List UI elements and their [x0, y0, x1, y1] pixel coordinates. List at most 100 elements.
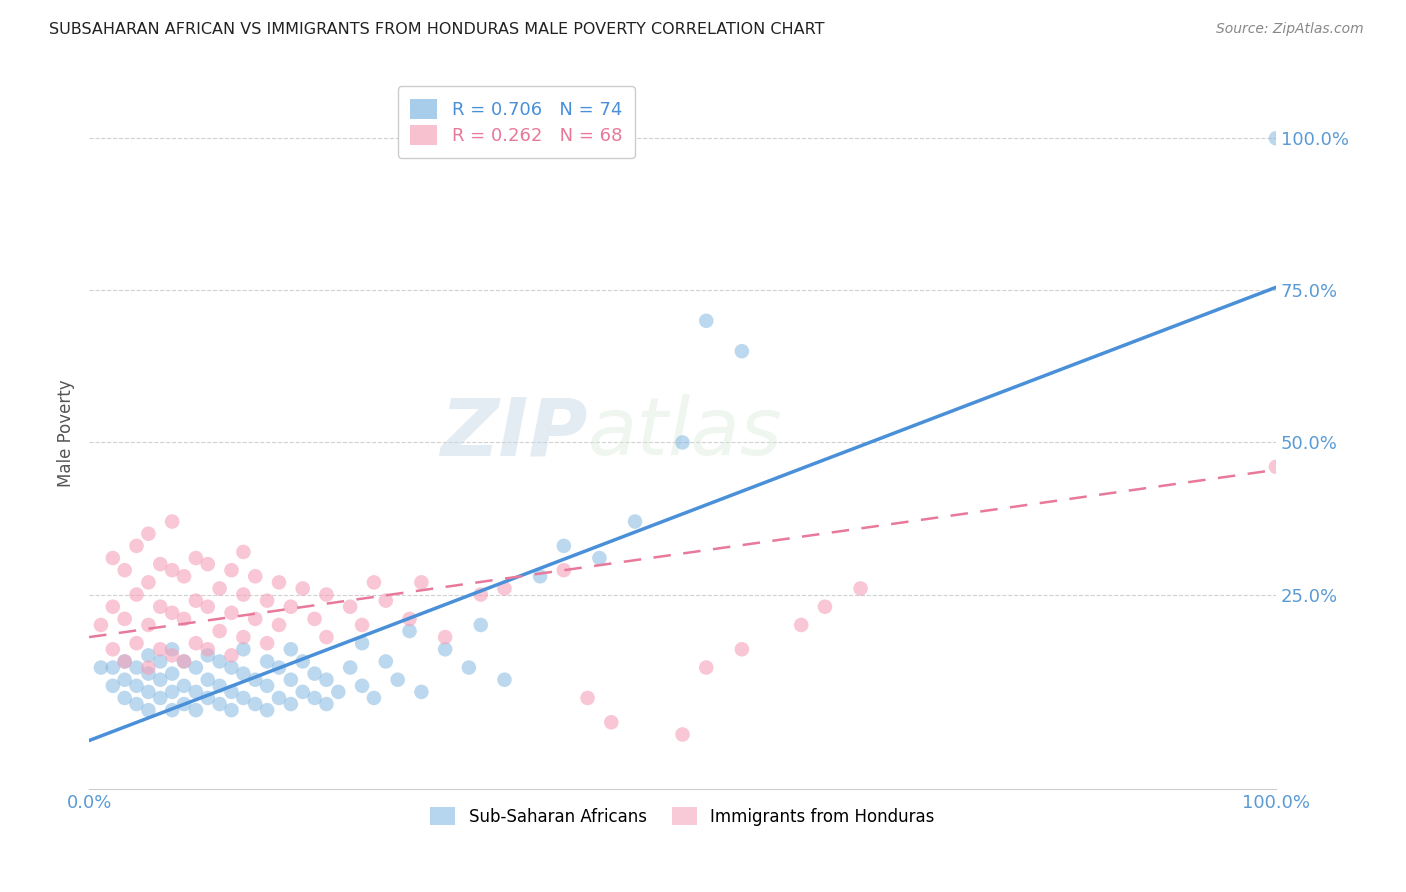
Point	[149, 642, 172, 657]
Point	[434, 630, 457, 644]
Point	[160, 515, 183, 529]
Point	[149, 599, 172, 614]
Point	[315, 588, 337, 602]
Point	[256, 636, 278, 650]
Point	[173, 655, 195, 669]
Text: ZIP: ZIP	[440, 394, 588, 473]
Point	[138, 703, 160, 717]
Point	[363, 690, 385, 705]
Point	[267, 660, 290, 674]
Point	[280, 599, 302, 614]
Point	[339, 660, 361, 674]
Point	[125, 636, 148, 650]
Point	[90, 618, 112, 632]
Point	[315, 630, 337, 644]
Point	[352, 636, 374, 650]
Point	[304, 690, 326, 705]
Point	[291, 582, 314, 596]
Point	[398, 612, 420, 626]
Point	[221, 563, 243, 577]
Point	[173, 569, 195, 583]
Point	[363, 575, 385, 590]
Point	[101, 660, 124, 674]
Text: atlas: atlas	[588, 394, 782, 473]
Point	[160, 563, 183, 577]
Point	[671, 727, 693, 741]
Point	[138, 648, 160, 663]
Point	[494, 582, 516, 596]
Point	[138, 526, 160, 541]
Point	[125, 588, 148, 602]
Point	[208, 679, 231, 693]
Point	[256, 679, 278, 693]
Point	[173, 679, 195, 693]
Point	[671, 435, 693, 450]
Point	[280, 673, 302, 687]
Point	[434, 642, 457, 657]
Point	[411, 685, 433, 699]
Point	[232, 588, 254, 602]
Point	[624, 515, 647, 529]
Point	[232, 642, 254, 657]
Point	[304, 666, 326, 681]
Point	[470, 618, 492, 632]
Point	[160, 642, 183, 657]
Point	[173, 655, 195, 669]
Point	[90, 660, 112, 674]
Point	[149, 690, 172, 705]
Point	[280, 697, 302, 711]
Point	[160, 703, 183, 717]
Point	[114, 612, 136, 626]
Point	[267, 618, 290, 632]
Point	[149, 655, 172, 669]
Point	[184, 685, 207, 699]
Point	[339, 599, 361, 614]
Point	[731, 642, 754, 657]
Point	[267, 575, 290, 590]
Point	[101, 679, 124, 693]
Point	[494, 673, 516, 687]
Point	[160, 685, 183, 699]
Point	[184, 660, 207, 674]
Legend: Sub-Saharan Africans, Immigrants from Honduras: Sub-Saharan Africans, Immigrants from Ho…	[422, 799, 943, 834]
Point	[814, 599, 837, 614]
Point	[600, 715, 623, 730]
Point	[291, 685, 314, 699]
Point	[138, 618, 160, 632]
Y-axis label: Male Poverty: Male Poverty	[58, 379, 75, 487]
Point	[184, 551, 207, 566]
Point	[114, 673, 136, 687]
Point	[125, 679, 148, 693]
Point	[197, 642, 219, 657]
Point	[125, 539, 148, 553]
Point	[101, 599, 124, 614]
Point	[101, 642, 124, 657]
Point	[245, 569, 267, 583]
Point	[256, 655, 278, 669]
Point	[114, 655, 136, 669]
Point	[184, 593, 207, 607]
Point	[138, 575, 160, 590]
Point	[695, 660, 717, 674]
Point	[160, 606, 183, 620]
Point	[197, 690, 219, 705]
Point	[280, 642, 302, 657]
Point	[374, 593, 396, 607]
Point	[470, 588, 492, 602]
Point	[398, 624, 420, 638]
Point	[1265, 131, 1288, 145]
Point	[245, 612, 267, 626]
Point	[208, 624, 231, 638]
Point	[315, 697, 337, 711]
Point	[352, 618, 374, 632]
Point	[208, 582, 231, 596]
Point	[197, 673, 219, 687]
Point	[553, 563, 575, 577]
Point	[125, 697, 148, 711]
Point	[849, 582, 872, 596]
Point	[232, 666, 254, 681]
Point	[328, 685, 350, 699]
Point	[731, 344, 754, 359]
Point	[790, 618, 813, 632]
Point	[256, 593, 278, 607]
